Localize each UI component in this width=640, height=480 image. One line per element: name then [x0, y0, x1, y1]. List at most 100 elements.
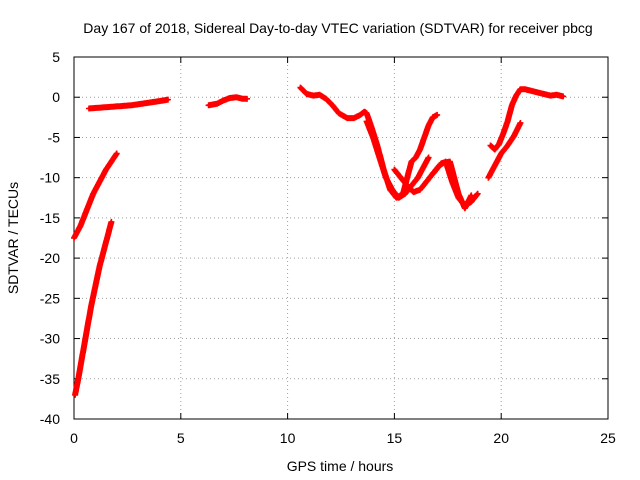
data-point [115, 152, 119, 155]
data-point [405, 176, 409, 180]
data-point [215, 102, 219, 106]
data-point [222, 99, 225, 102]
plot-frame [73, 56, 609, 420]
data-point [207, 103, 210, 107]
data-point [393, 168, 396, 172]
x-tick-label: 0 [70, 430, 78, 446]
data-point [431, 115, 435, 119]
series-arc-5 [297, 84, 441, 201]
data-point [431, 172, 435, 176]
data-point [519, 121, 522, 125]
data-point [140, 102, 144, 106]
data-point [371, 136, 375, 139]
data-point [427, 156, 430, 159]
y-tick-label: -5 [48, 129, 61, 145]
y-tick-label: -35 [40, 371, 60, 387]
x-tick-label: 10 [280, 430, 296, 446]
data-point [299, 86, 302, 89]
data-point [85, 208, 89, 212]
tick-labels: 0 5 10 15 20 25 5 0 -5 -10 -15 -20 -25 -30 -35 -40 [40, 49, 616, 446]
data-point [241, 97, 245, 101]
data-point [111, 158, 114, 162]
data-point [91, 192, 95, 196]
x-tick-label: 25 [600, 430, 616, 446]
data-point [506, 144, 510, 147]
data-point [106, 232, 110, 236]
series-arc-3 [86, 96, 171, 112]
data-point [489, 144, 492, 147]
data-point [486, 176, 490, 180]
data-point [234, 95, 238, 99]
data-point [410, 160, 413, 163]
data-point [418, 188, 422, 192]
data-point [425, 180, 428, 184]
x-tick-label: 15 [387, 430, 403, 446]
data-point [104, 168, 108, 172]
data-point [497, 142, 501, 146]
data-point [108, 105, 112, 109]
data-point [536, 90, 539, 94]
data-point [109, 220, 113, 224]
data-point [337, 111, 341, 115]
series-arc-4 [205, 94, 251, 109]
data-point [412, 190, 416, 194]
data-point [561, 95, 565, 98]
data-point [512, 134, 516, 138]
data-point [448, 160, 452, 163]
series-arc-6 [363, 118, 432, 201]
data-point [405, 184, 409, 188]
series-arc-1 [71, 150, 120, 241]
data-point [324, 97, 328, 101]
data-point [414, 156, 418, 159]
y-tick-label: 0 [52, 89, 60, 105]
data-point [151, 100, 155, 104]
data-points [71, 84, 567, 398]
data-point [98, 180, 102, 184]
y-tick-label: -10 [40, 170, 60, 186]
data-point [72, 236, 76, 240]
data-point [352, 116, 356, 120]
y-tick-label: -30 [40, 331, 60, 347]
data-point [73, 393, 77, 397]
data-point [499, 152, 503, 155]
y-tick-label: -40 [40, 411, 60, 427]
data-point [365, 111, 369, 115]
y-tick-label: -15 [40, 210, 60, 226]
data-point [98, 106, 102, 110]
grid [74, 57, 608, 419]
data-point [493, 164, 497, 168]
data-point [93, 284, 97, 288]
data-point [493, 148, 497, 151]
data-point [130, 103, 134, 107]
data-point [469, 193, 473, 197]
data-point [162, 99, 166, 102]
data-point [548, 94, 552, 98]
data-point [81, 353, 84, 357]
data-point [476, 192, 480, 196]
data-point [529, 89, 533, 93]
data-point [76, 377, 80, 381]
data-markers [205, 94, 251, 109]
data-point [98, 264, 102, 268]
data-point [435, 113, 439, 117]
data-point [358, 113, 362, 117]
data-point [305, 92, 309, 96]
data-point [102, 248, 106, 252]
data-point [403, 192, 407, 196]
y-tick-label: 5 [52, 49, 60, 65]
y-axis-label: SDTVAR / TECUs [5, 182, 21, 294]
data-point [311, 94, 315, 98]
data-point [427, 123, 430, 127]
data-point [79, 224, 82, 228]
y-tick-label: -20 [40, 250, 60, 266]
data-point [523, 87, 527, 91]
data-point [390, 188, 394, 192]
data-point [318, 93, 322, 97]
data-point [416, 176, 420, 180]
x-tick-label: 20 [493, 430, 509, 446]
data-point [397, 196, 401, 200]
data-point [378, 156, 381, 159]
data-point [555, 93, 559, 97]
data-point [542, 92, 546, 96]
